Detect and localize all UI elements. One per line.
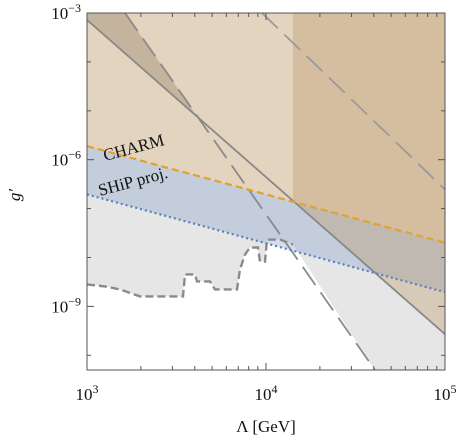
x-tick-label: 103 (76, 382, 99, 404)
region (87, 13, 199, 119)
x-axis-label: Λ [GeV] (236, 417, 296, 436)
x-tick-label: 105 (434, 382, 457, 404)
y-tick-label: 10−3 (51, 1, 81, 23)
y-tick-label: 10−9 (51, 294, 81, 316)
region (292, 13, 445, 335)
y-axis-label: g′ (5, 189, 24, 202)
line (124, 13, 376, 370)
x-tick-label: 104 (255, 382, 278, 404)
line (87, 193, 445, 294)
y-tick-label: 10−6 (51, 148, 81, 170)
line (87, 19, 445, 335)
plot-area (87, 13, 445, 370)
line (87, 144, 445, 244)
line (261, 13, 445, 191)
region (87, 13, 445, 243)
line (87, 238, 294, 298)
